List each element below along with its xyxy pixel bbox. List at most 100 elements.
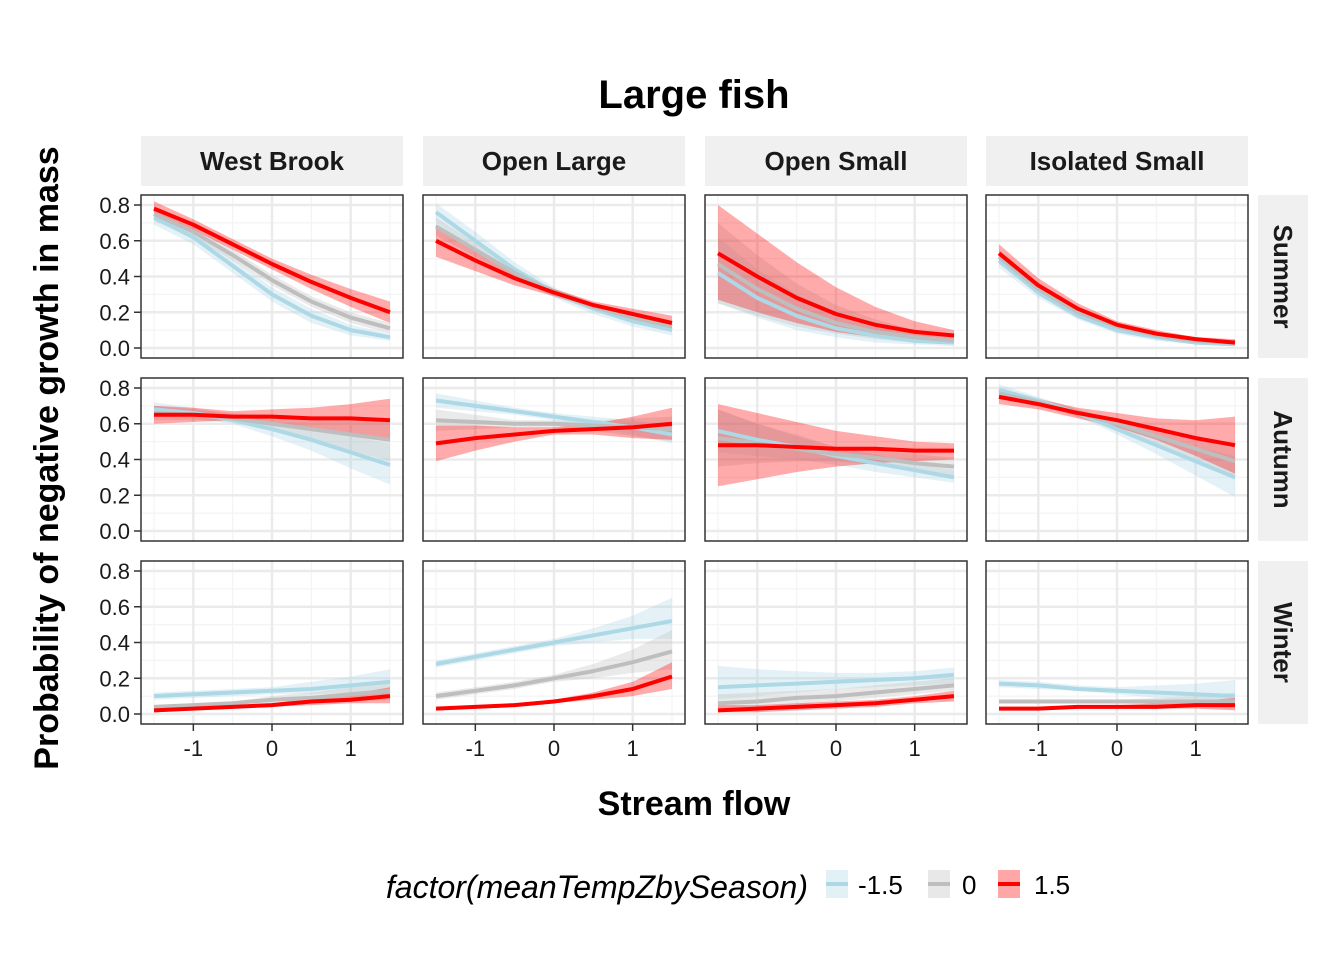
panel-border [422,377,686,542]
ribbon-neg [718,237,954,347]
line-neg [435,619,673,666]
strip-open-large: Open Large [423,136,685,186]
strip-bg-west-brook [141,136,403,186]
legend-key-neg [826,870,848,898]
panel-west-brook-autumn: 0.0 0.2 0.4 0.6 0.8 [99,376,404,544]
panel-open-small-autumn [704,377,968,542]
line-neg [998,681,1236,699]
strip-bg-open-large [423,136,685,186]
line-neg [716,271,955,345]
ribbon-zero [154,206,390,334]
legend-title: factor(meanTempZbySeason) [386,869,808,905]
strip-west-brook: West Brook [141,136,403,186]
line-zero [153,212,391,331]
line-pos [998,394,1236,448]
panel-border [985,377,1249,542]
legend-key-zero [928,870,950,898]
line-pos [435,674,673,711]
y-tick-label: 0.4 [99,448,130,473]
panel-open-large-autumn [422,377,686,542]
x-tick-label: 1 [1190,736,1202,761]
panel-border [985,194,1249,359]
line-pos [153,206,391,315]
line-pos [154,412,391,423]
strip-label-winter: Winter [1268,602,1298,683]
strip-autumn: Autumn [1258,378,1308,541]
strip-open-small: Open Small [705,136,967,186]
strip-label-isolated-small: Isolated Small [1030,146,1205,176]
y-tick-label: 0.2 [99,300,130,325]
line-zero [717,683,955,706]
panel-isolated-small-autumn [985,377,1249,542]
y-tick-label: 0.4 [99,265,130,290]
legend: factor(meanTempZbySeason) -1.5 0 1.5 [386,869,1070,905]
strip-label-open-small: Open Small [764,146,907,176]
strip-winter: Winter [1258,561,1308,724]
legend-label-zero: 0 [962,870,976,900]
x-tick-label: 0 [1111,736,1123,761]
x-tick-label: -1 [184,736,204,761]
line-pos [435,421,673,446]
y-tick-label: 0.0 [99,336,130,361]
ribbon-zero [999,388,1235,480]
panel-border [422,194,686,359]
panel-west-brook-winter: 0.0 0.2 0.4 0.6 0.8 -1 0 1 [99,559,404,761]
x-tick-label: 0 [266,736,278,761]
y-tick-label: 0.4 [99,631,130,656]
ribbon-neg [436,597,672,668]
y-tick-label: 0.0 [99,702,130,727]
line-neg [153,215,391,340]
y-tick-label: 0.6 [99,229,130,254]
strip-summer: Summer [1258,195,1308,358]
panel-open-large-summer [422,194,686,359]
y-tick-label: 0.6 [99,412,130,437]
strip-label-west-brook: West Brook [200,146,345,176]
panel-open-large-winter: -1 0 1 [422,560,686,761]
panel-border [704,377,968,542]
y-tick-label: 0.0 [99,519,130,544]
panel-open-small-summer [704,194,968,359]
y-tick-label: 0.2 [99,666,130,691]
line-pos [997,251,1236,345]
ribbon-pos [718,404,954,487]
legend-key-pos [998,870,1020,898]
ribbon-neg [718,409,954,483]
y-tick-label: 0.8 [99,559,130,584]
x-tick-label: -1 [1029,736,1049,761]
strip-bg-open-small [705,136,967,186]
strip-isolated-small: Isolated Small [986,136,1248,186]
ribbon-pos [999,389,1235,474]
legend-label-pos: 1.5 [1034,870,1070,900]
ribbon-pos [436,407,672,462]
line-zero [716,262,955,343]
chart-title: Large fish [598,73,789,117]
line-pos [999,703,1235,711]
strip-bg-summer [1258,195,1308,358]
x-tick-label: 1 [909,736,921,761]
x-tick-label: 1 [345,736,357,761]
strip-bg-isolated-small [986,136,1248,186]
line-pos [717,694,955,713]
x-tick-label: 0 [548,736,560,761]
panel-border [704,194,968,359]
strip-bg-winter [1258,561,1308,724]
ribbon-zero [718,222,954,345]
y-tick-label: 0.6 [99,595,130,620]
ribbon-zero [154,405,390,462]
x-axis-title: Stream flow [598,785,791,823]
legend-label-neg: -1.5 [858,870,903,900]
y-tick-label: 0.8 [99,376,130,401]
strip-label-summer: Summer [1268,224,1298,328]
strip-label-autumn: Autumn [1268,410,1298,508]
line-zero [153,688,391,709]
line-pos [435,239,673,325]
line-neg [717,672,955,690]
y-tick-label: 0.8 [99,193,130,218]
y-axis-title: Probability of negative growth in mass [28,146,66,769]
panel-grid: West Brook Open Large Open Small Isolated S… [99,136,1308,761]
panel-isolated-small-summer [985,194,1249,359]
x-tick-label: -1 [466,736,486,761]
panel-open-small-winter: -1 0 1 [704,560,968,761]
strip-bg-autumn [1258,378,1308,541]
